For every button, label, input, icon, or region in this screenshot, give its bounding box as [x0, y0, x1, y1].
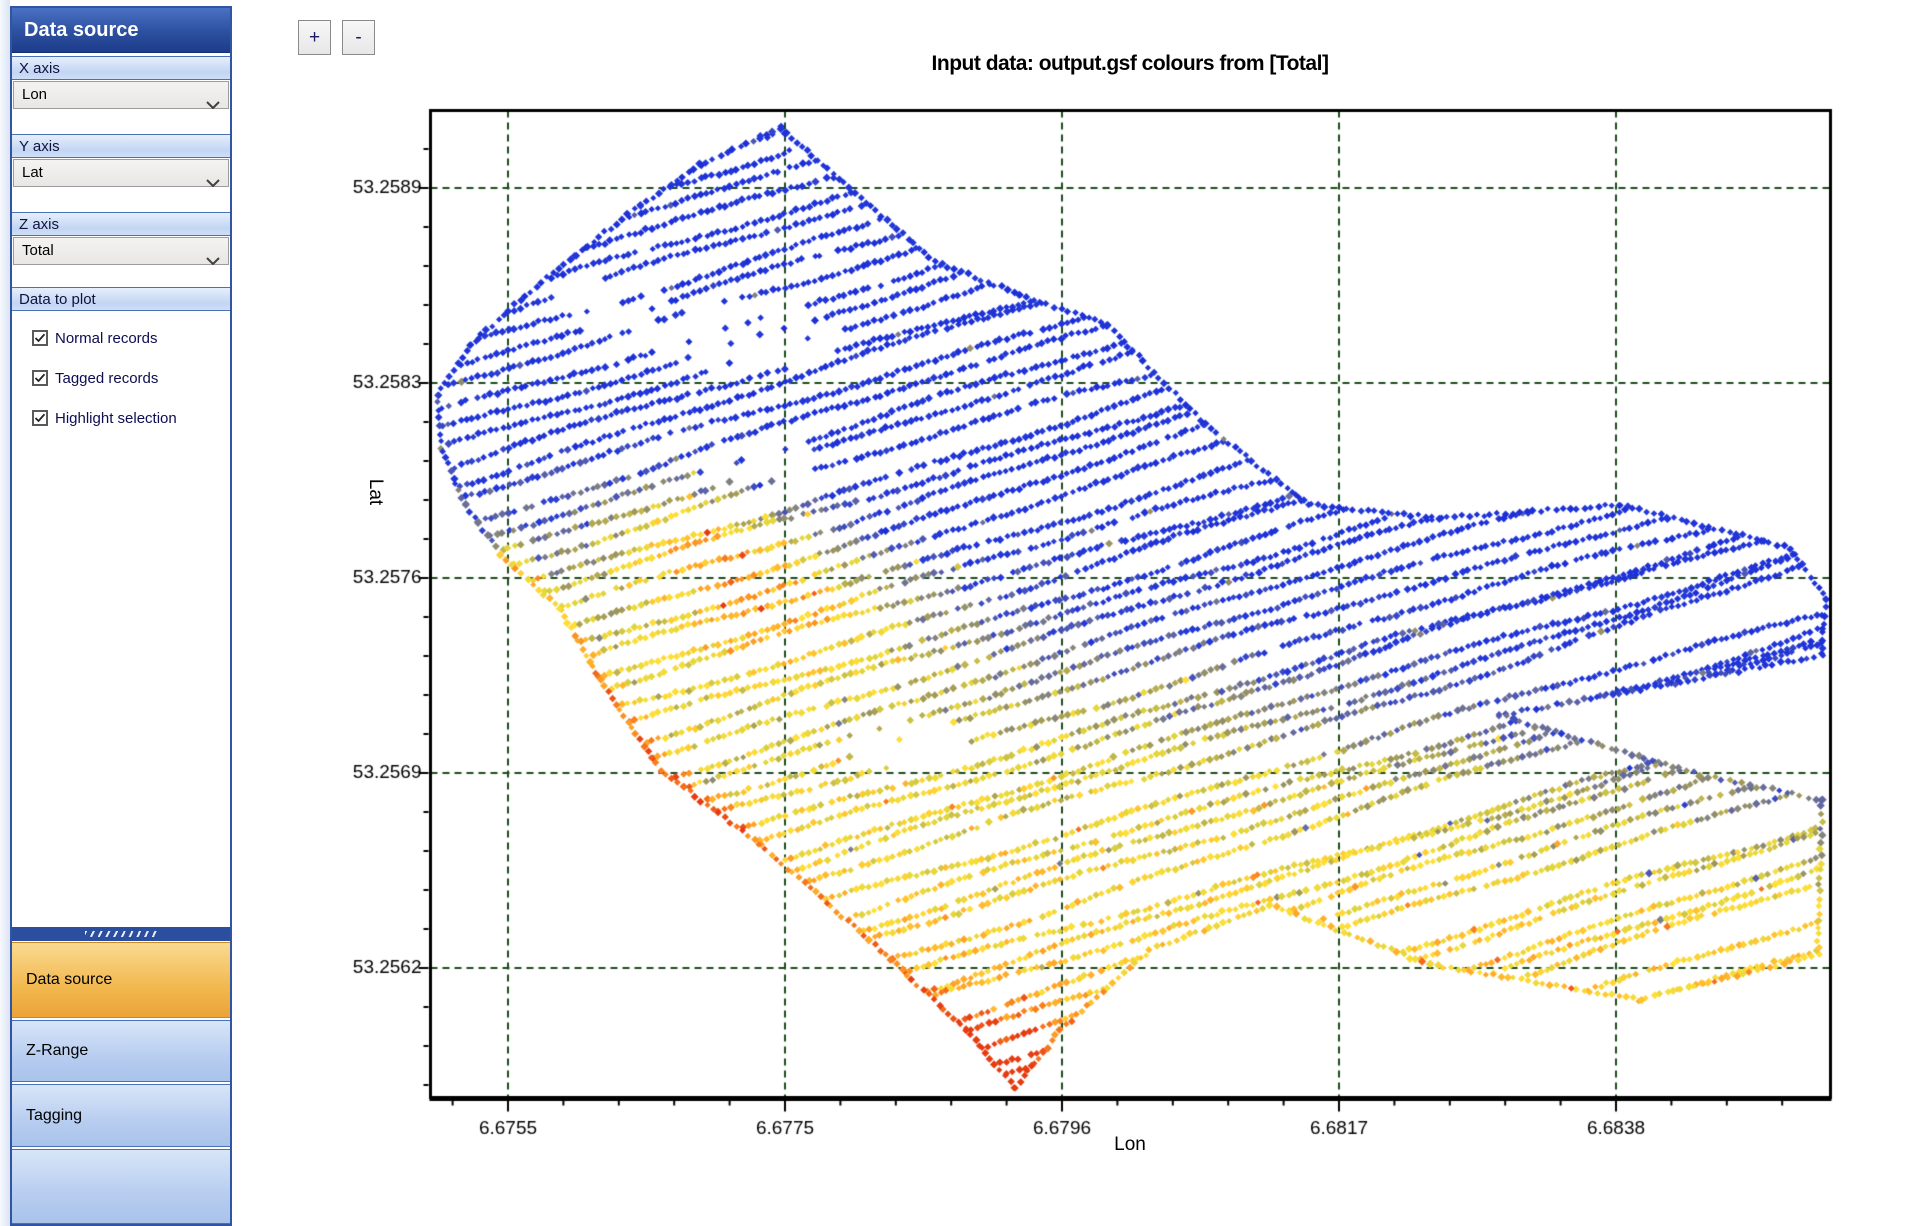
data-source-panel: Data source X axis Lon Y axis Lat Z axis… — [10, 6, 232, 1226]
data-to-plot-section-header: Data to plot — [12, 287, 230, 311]
checkbox-label: Tagged records — [55, 369, 159, 387]
window-edge-strip — [0, 0, 10, 1226]
nav-button-data-source[interactable]: Data source — [12, 942, 230, 1018]
checkbox-label: Normal records — [55, 329, 158, 347]
chevron-down-icon — [206, 248, 220, 274]
checkbox-icon — [32, 330, 48, 346]
y-axis-section-header: Y axis — [12, 134, 230, 158]
zoom-in-button[interactable]: + — [298, 20, 331, 55]
checkbox-label: Highlight selection — [55, 409, 177, 427]
z-axis-section-header: Z axis — [12, 212, 230, 236]
checkbox-icon — [32, 370, 48, 386]
y-axis-select[interactable]: Lat — [13, 159, 229, 188]
y-axis-title: Lat — [364, 478, 386, 506]
checkbox-tagged-records[interactable]: Tagged records — [32, 366, 158, 390]
y-axis-selected-value: Lat — [22, 164, 43, 181]
panel-title: Data source — [12, 8, 230, 53]
chevron-down-icon — [206, 170, 220, 196]
grip-dots-icon — [85, 931, 157, 937]
checkbox-icon — [32, 410, 48, 426]
z-axis-selected-value: Total — [22, 242, 54, 259]
z-axis-select[interactable]: Total — [13, 237, 229, 266]
checkbox-highlight-selection[interactable]: Highlight selection — [32, 406, 177, 430]
x-axis-title: Lon — [1114, 1134, 1146, 1155]
panel-splitter-grip[interactable] — [12, 927, 230, 941]
nav-button-empty[interactable] — [12, 1149, 230, 1224]
checkbox-normal-records[interactable]: Normal records — [32, 326, 158, 350]
chart-title: Input data: output.gsf colours from [Tot… — [931, 52, 1329, 75]
plot-area: + - Input data: output.gsf colours from … — [232, 0, 1908, 1226]
x-axis-select[interactable]: Lon — [13, 81, 229, 110]
chevron-down-icon — [206, 92, 220, 118]
nav-button-z-range[interactable]: Z-Range — [12, 1020, 230, 1082]
zoom-out-button[interactable]: - — [342, 20, 375, 55]
survey-plot-canvas[interactable] — [232, 0, 1908, 1226]
x-axis-section-header: X axis — [12, 56, 230, 80]
x-axis-selected-value: Lon — [22, 86, 48, 103]
nav-button-tagging[interactable]: Tagging — [12, 1084, 230, 1147]
